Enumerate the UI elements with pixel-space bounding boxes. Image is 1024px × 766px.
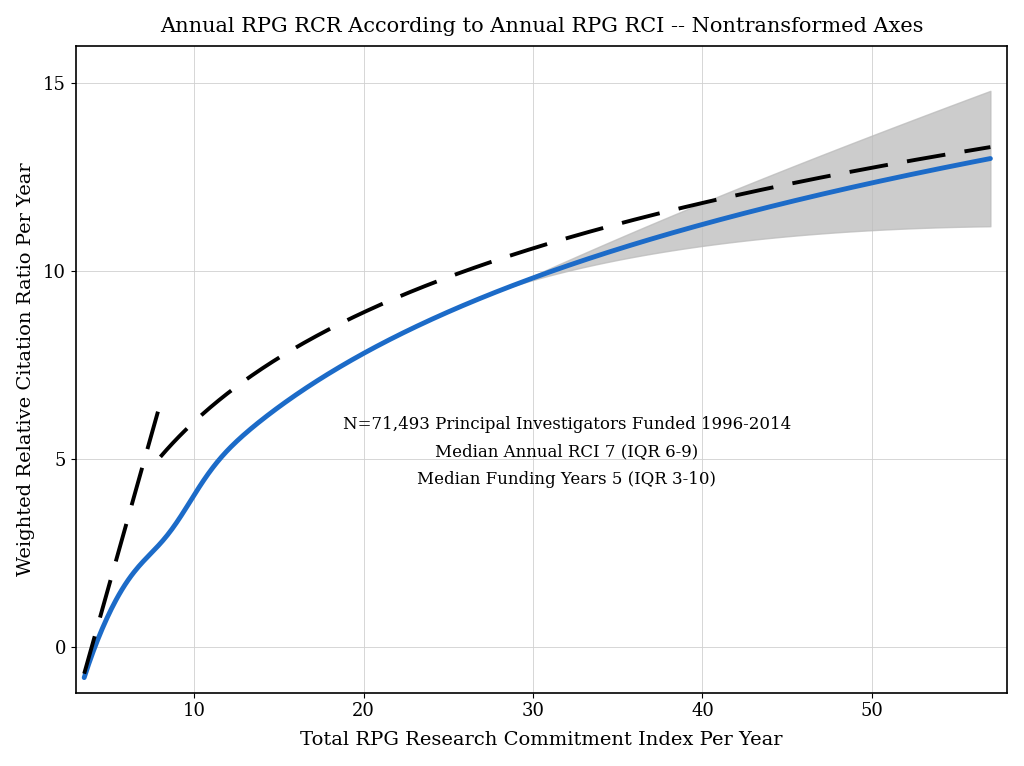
Y-axis label: Weighted Relative Citation Ratio Per Year: Weighted Relative Citation Ratio Per Yea… bbox=[16, 162, 35, 576]
Title: Annual RPG RCR According to Annual RPG RCI -- Nontransformed Axes: Annual RPG RCR According to Annual RPG R… bbox=[160, 17, 924, 36]
Text: N=71,493 Principal Investigators Funded 1996-2014
Median Annual RCI 7 (IQR 6-9)
: N=71,493 Principal Investigators Funded … bbox=[343, 416, 792, 488]
X-axis label: Total RPG Research Commitment Index Per Year: Total RPG Research Commitment Index Per … bbox=[300, 732, 782, 749]
